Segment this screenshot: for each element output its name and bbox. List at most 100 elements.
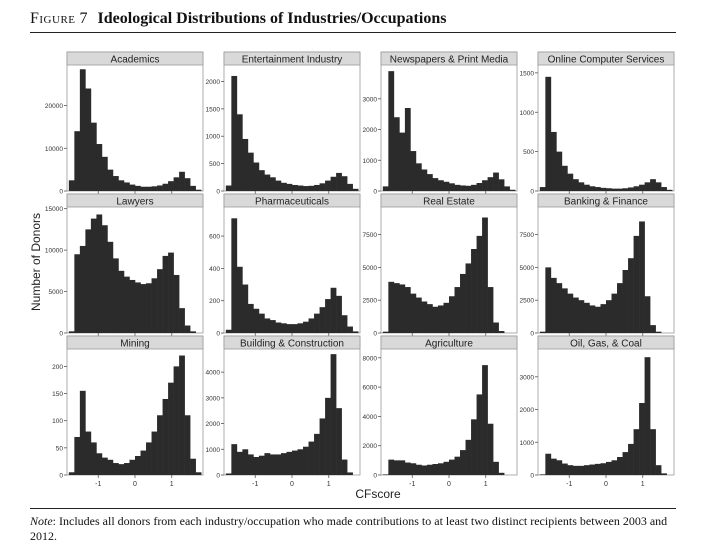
y-tick-label-oil-gas-coal: 2000 — [520, 407, 535, 414]
bar-building-construction — [292, 450, 298, 475]
bar-real-estate — [443, 302, 450, 333]
bottom-rule — [30, 508, 676, 509]
y-tick-label-entertainment-industry: 1500 — [206, 106, 221, 113]
bar-building-construction — [253, 457, 260, 475]
bar-online-computer-services — [594, 187, 601, 191]
figure-caption: Figure 7 Ideological Distributions of In… — [30, 10, 446, 28]
bar-real-estate — [471, 249, 477, 333]
bar-online-computer-services — [666, 189, 673, 191]
bar-banking-finance — [561, 288, 568, 334]
bar-entertainment-industry — [336, 172, 342, 191]
bar-newspapers-print-media — [476, 183, 483, 191]
bar-academics — [107, 169, 114, 191]
bar-pharmaceuticals — [314, 313, 320, 333]
strip-oil-gas-coal — [537, 335, 675, 350]
bar-oil-gas-coal — [572, 465, 579, 475]
bar-lawyers — [179, 308, 185, 333]
bar-newspapers-print-media — [482, 180, 488, 191]
bar-real-estate — [437, 305, 444, 333]
bar-pharmaceuticals — [303, 321, 309, 333]
bar-banking-finance — [617, 283, 623, 334]
strip-pharmaceuticals — [223, 193, 361, 208]
bar-online-computer-services — [572, 179, 579, 191]
y-tick-label-real-estate: 7500 — [363, 232, 378, 239]
y-tick-label-mining: 200 — [52, 364, 63, 371]
bar-pharmaceuticals — [225, 329, 232, 333]
bar-real-estate — [454, 287, 461, 333]
bar-academics — [168, 181, 174, 191]
bar-building-construction — [242, 449, 249, 475]
bar-building-construction — [264, 453, 271, 475]
bar-agriculture — [487, 423, 494, 475]
bar-academics — [68, 180, 75, 191]
bar-agriculture — [476, 394, 483, 475]
x-tick-label-agriculture: 0 — [447, 481, 451, 488]
bar-lawyers — [151, 278, 158, 333]
bar-mining — [101, 457, 108, 475]
bar-mining — [96, 453, 103, 475]
bar-real-estate — [388, 281, 395, 333]
bar-pharmaceuticals — [286, 324, 293, 333]
bar-pharmaceuticals — [319, 307, 326, 333]
bar-pharmaceuticals — [292, 324, 298, 333]
bar-real-estate — [410, 293, 417, 334]
bar-real-estate — [432, 306, 439, 333]
bar-lawyers — [107, 241, 114, 333]
bar-entertainment-industry — [303, 186, 309, 191]
bar-entertainment-industry — [308, 185, 315, 191]
bar-academics — [179, 171, 185, 191]
bar-online-computer-services — [606, 188, 612, 191]
note-text: : Includes all donors from each industry… — [30, 514, 668, 543]
bar-entertainment-industry — [253, 162, 260, 191]
bar-agriculture — [449, 459, 455, 475]
bar-pharmaceuticals — [242, 284, 249, 333]
bar-newspapers-print-media — [432, 178, 439, 191]
bar-mining — [112, 463, 119, 475]
bar-banking-finance — [650, 325, 656, 334]
bar-mining — [179, 355, 185, 475]
y-tick-label-online-computer-services: 500 — [523, 149, 534, 156]
bar-lawyers — [146, 283, 152, 333]
bar-agriculture — [465, 439, 472, 475]
bar-academics — [118, 180, 125, 191]
bar-entertainment-industry — [341, 176, 348, 191]
bar-real-estate — [476, 235, 483, 334]
y-tick-label-oil-gas-coal: 1000 — [520, 440, 535, 447]
bar-agriculture — [388, 459, 395, 475]
bar-building-construction — [269, 454, 276, 475]
bar-oil-gas-coal — [611, 460, 618, 475]
bar-pharmaceuticals — [297, 323, 304, 333]
y-tick-label-newspapers-print-media: 3000 — [363, 96, 378, 103]
bar-agriculture — [382, 474, 389, 475]
bar-oil-gas-coal — [589, 464, 596, 475]
y-tick-label-mining: 150 — [52, 391, 63, 398]
bar-building-construction — [319, 418, 326, 475]
bar-agriculture — [437, 463, 444, 475]
bar-banking-finance — [572, 297, 579, 333]
bar-building-construction — [303, 446, 309, 475]
bar-building-construction — [330, 354, 337, 475]
bar-newspapers-print-media — [393, 117, 400, 191]
bar-academics — [173, 177, 180, 191]
strip-label-pharmaceuticals: Pharmaceuticals — [255, 197, 329, 208]
bar-oil-gas-coal — [594, 463, 601, 475]
bar-mining — [118, 464, 125, 475]
bar-real-estate — [421, 301, 428, 333]
bar-newspapers-print-media — [437, 180, 444, 191]
strip-label-online-computer-services: Online Computer Services — [548, 55, 665, 66]
y-tick-label-pharmaceuticals: 400 — [209, 266, 220, 273]
bar-oil-gas-coal — [567, 465, 574, 475]
y-tick-label-pharmaceuticals: 200 — [209, 298, 220, 305]
strip-label-entertainment-industry: Entertainment Industry — [242, 55, 343, 66]
bar-online-computer-services — [644, 182, 651, 191]
bar-online-computer-services — [611, 188, 618, 191]
bar-entertainment-industry — [347, 183, 353, 191]
bar-building-construction — [225, 473, 232, 475]
bar-entertainment-industry — [231, 75, 238, 191]
bar-real-estate — [404, 287, 411, 333]
bar-building-construction — [231, 444, 238, 475]
bar-newspapers-print-media — [487, 177, 494, 191]
strip-real-estate — [380, 193, 518, 208]
figure-note: Note: Includes all donors from each indu… — [30, 514, 680, 544]
